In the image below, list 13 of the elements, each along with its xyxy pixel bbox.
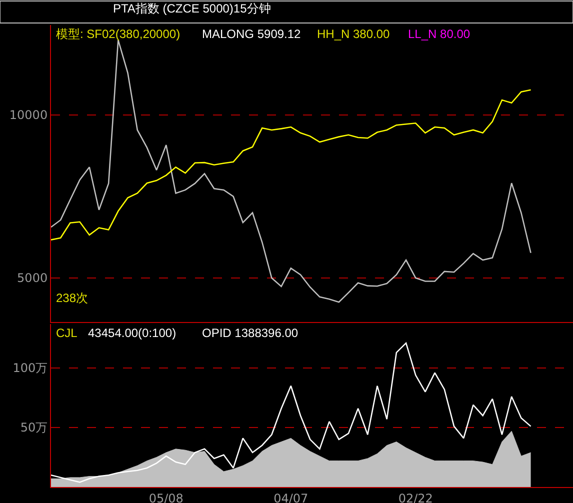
- y-tick-label: 5000: [17, 271, 48, 286]
- annotation: CJL: [56, 326, 78, 340]
- y-tick-label: 10000: [9, 108, 48, 122]
- annotation: LL_N 80.00: [408, 27, 470, 41]
- y-tick-label: 50万: [20, 420, 48, 435]
- chart-title: PTA指数 (CZCE 5000)15分钟: [112, 1, 271, 16]
- annotation: 模型: SF02(380,20000): [56, 27, 180, 41]
- annotation: 238次: [56, 291, 88, 305]
- annotation: 43454.00(0:100): [88, 326, 176, 340]
- annotation: HH_N 380.00: [317, 27, 390, 41]
- annotation: OPID 1388396.00: [202, 326, 298, 340]
- annotation: MALONG 5909.12: [202, 27, 302, 41]
- y-tick-label: 100万: [12, 361, 48, 376]
